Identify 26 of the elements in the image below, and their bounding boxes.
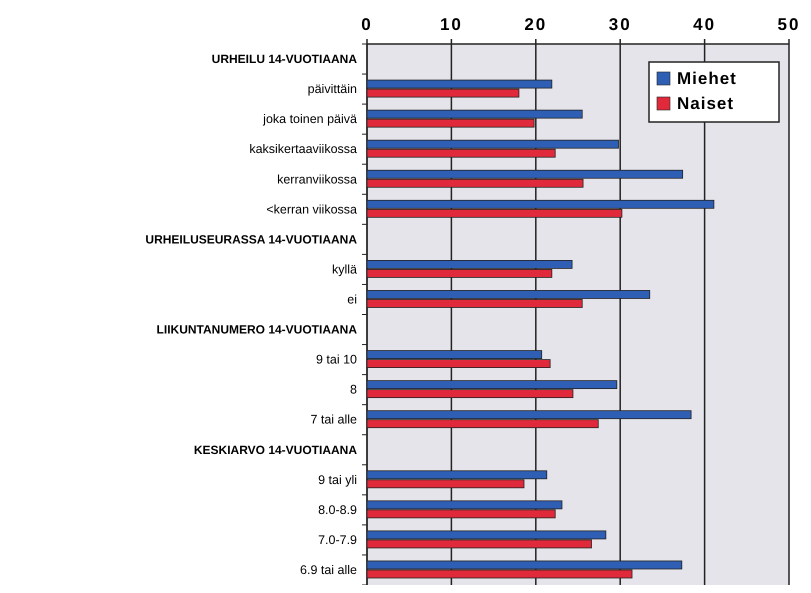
y-tick-label: kerranviikossa xyxy=(277,172,358,186)
x-tick-label: 0 xyxy=(361,15,373,34)
y-tick-label: 6.9 tai alle xyxy=(300,562,358,577)
x-tick-label: 30 xyxy=(608,15,632,34)
y-tick-label: ei xyxy=(347,292,357,306)
y-tick-label: URHEILU 14-VUOTIAANA xyxy=(212,52,358,66)
y-tick-label: päivittäin xyxy=(308,82,358,96)
y-tick-label: 9 tai 10 xyxy=(316,352,358,367)
legend-label: Miehet xyxy=(677,69,737,88)
x-tick-label: 50 xyxy=(778,15,800,34)
y-tick-label: 7 tai alle xyxy=(310,412,358,427)
y-tick-label: KESKIARVO 14-VUOTIAANA xyxy=(194,442,358,457)
x-tick-label: 10 xyxy=(440,15,463,34)
x-tick-label: 40 xyxy=(693,15,716,34)
y-tick-label: 8 xyxy=(350,382,358,397)
x-tick-label: 20 xyxy=(524,15,548,34)
y-tick-label: kyllä xyxy=(332,262,358,276)
y-tick-label: kaksikertaaviikossa xyxy=(249,142,358,156)
y-tick-label: <kerran viikossa xyxy=(266,202,358,216)
y-tick-label: 8.0-8.9 xyxy=(318,502,358,517)
legend-label: Naiset xyxy=(677,94,734,113)
y-tick-label: LIIKUNTANUMERO 14-VUOTIAANA xyxy=(156,322,358,337)
y-tick-label: URHEILUSEURASSA 14-VUOTIAANA xyxy=(145,232,358,246)
y-tick-label: joka toinen päivä xyxy=(262,112,358,126)
y-tick-label: 9 tai yli xyxy=(318,472,357,487)
y-tick-label: 7.0-7.9 xyxy=(318,532,358,547)
